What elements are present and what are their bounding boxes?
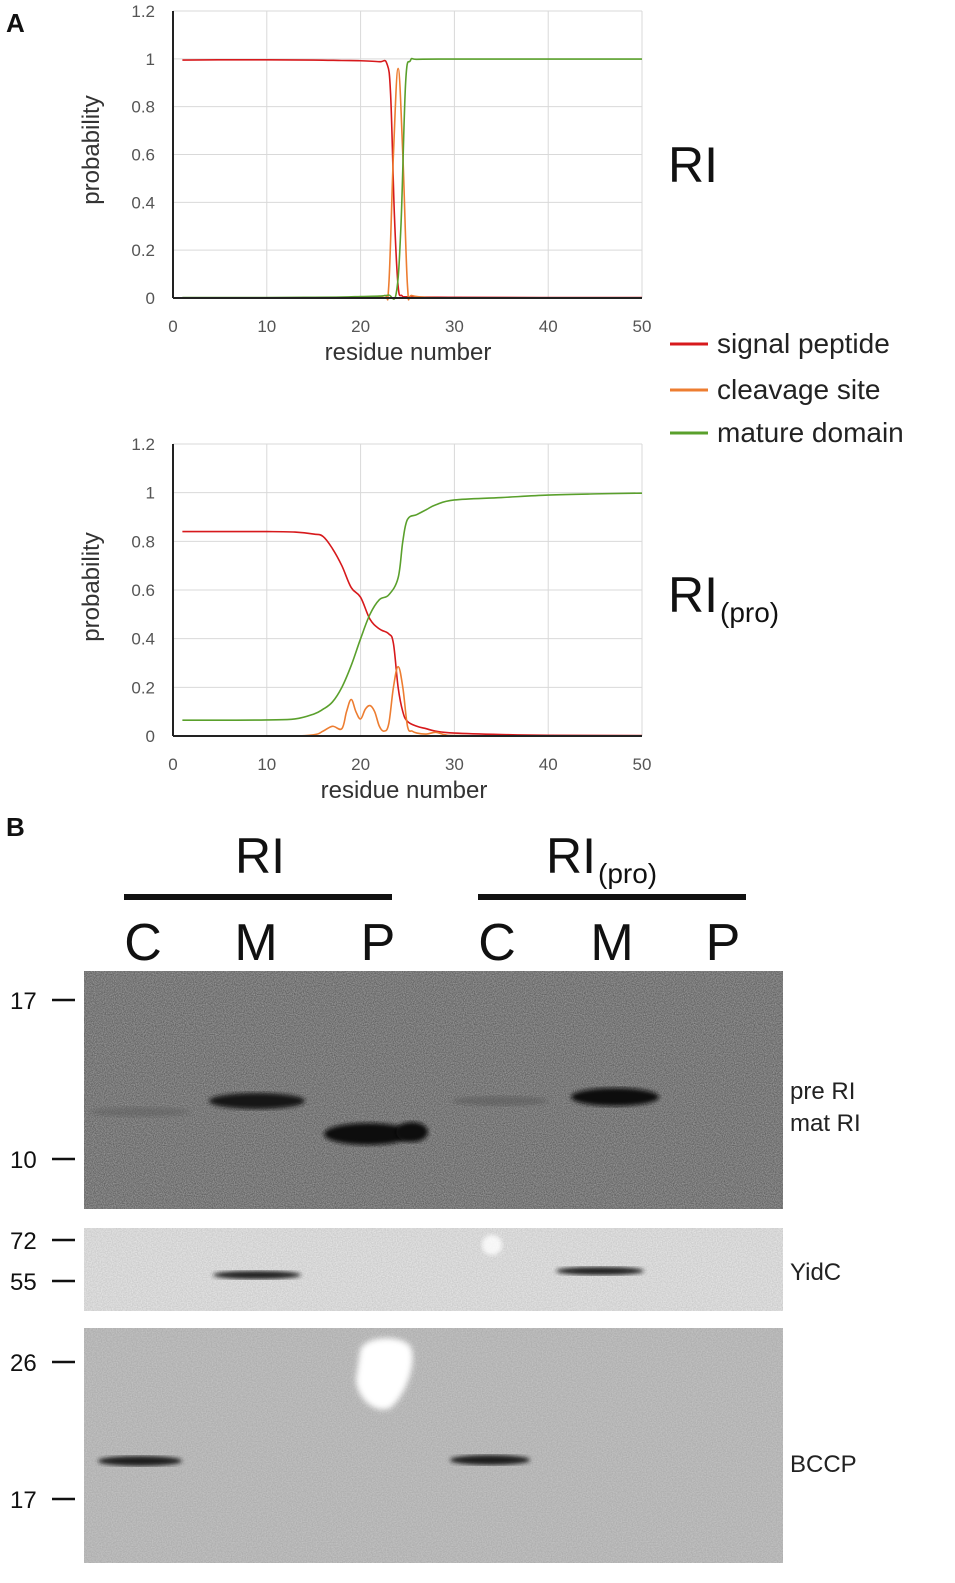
chart-ri-pro-y-tick-6: 1.2 xyxy=(131,435,155,454)
blot-panel-yidc-grain xyxy=(84,1228,783,1311)
chart-ri-side-main: RI xyxy=(668,137,718,193)
chart-ri-pro-x-title: residue number xyxy=(321,777,488,804)
chart-ri-side-label: RI xyxy=(668,137,718,193)
chart-ri-pro: 0 0.2 0.4 0.6 0.8 1 1.2 0 10 20 30 40 50 residue nu… xyxy=(78,435,779,804)
chart-ri-y-tick-2: 0.4 xyxy=(131,193,155,212)
chart-ri-y-title: probability xyxy=(78,95,105,204)
blot-group-ri-main: RI xyxy=(235,828,285,884)
lane-label-1: C xyxy=(124,914,162,972)
chart-ri-series xyxy=(182,57,643,301)
lane-label-5: M xyxy=(590,914,633,972)
band-ri-pro-c-faint xyxy=(452,1096,548,1106)
band-ri-m-pre xyxy=(209,1093,305,1109)
blot-panel-ri-grain xyxy=(84,971,783,1209)
blot-panel-ri: 17 10 pre RI mat RI xyxy=(10,971,861,1209)
chart-ri-y-tick-4: 0.8 xyxy=(131,98,155,117)
chart-ri-pro-x-tick-3: 30 xyxy=(445,755,464,774)
band-ri-c-faint xyxy=(90,1107,190,1117)
chart-ri-series-signal-peptide xyxy=(182,58,643,299)
chart-ri-series-mature-domain xyxy=(182,57,642,300)
chart-ri-x-tick-0: 0 xyxy=(168,317,177,336)
band-label-bccp: BCCP xyxy=(790,1451,857,1478)
blot-header: RI RI(pro) C M P C M P xyxy=(124,828,746,972)
marker-label-72: 72 xyxy=(10,1228,37,1255)
chart-ri-series-cleavage-site xyxy=(182,67,642,301)
chart-ri-x-tick-5: 50 xyxy=(633,317,652,336)
chart-ri-y-tick-5: 1 xyxy=(146,50,155,69)
chart-ri-x-tick-4: 40 xyxy=(539,317,558,336)
band-label-mat-ri: mat RI xyxy=(790,1110,861,1137)
chart-ri-pro-series-mature-domain xyxy=(182,492,643,722)
chart-ri-pro-y-tick-0: 0 xyxy=(146,727,155,746)
legend: signal peptide cleavage site mature doma… xyxy=(670,328,904,448)
marker-label-55: 55 xyxy=(10,1269,37,1296)
band-bccp-ri-c xyxy=(98,1456,182,1466)
chart-ri-pro-side-sub: (pro) xyxy=(720,597,779,628)
chart-ri-y-ticks: 0 0.2 0.4 0.6 0.8 1 1.2 xyxy=(131,2,155,308)
chart-ri-pro-x-tick-4: 40 xyxy=(539,755,558,774)
chart-ri-y-tick-3: 0.6 xyxy=(131,146,155,165)
blot-panel-bccp-grain xyxy=(84,1328,783,1563)
chart-ri-y-tick-1: 0.2 xyxy=(131,241,155,260)
chart-ri-pro-x-ticks: 0 10 20 30 40 50 xyxy=(168,755,651,774)
chart-ri-pro-x-tick-1: 10 xyxy=(257,755,276,774)
chart-ri: 0 0.2 0.4 0.6 0.8 1 1.2 0 10 20 30 40 50 residue nu… xyxy=(78,2,718,366)
blot-panel-bccp: 26 17 BCCP xyxy=(10,1328,857,1563)
blot-bccp-artifact xyxy=(356,1338,413,1410)
lane-label-3: P xyxy=(361,914,396,972)
panel-letter-b: B xyxy=(6,812,25,842)
blot-group-ri-pro: RI(pro) xyxy=(546,828,657,889)
chart-ri-pro-side-main: RI xyxy=(668,567,718,623)
chart-ri-pro-y-tick-2: 0.4 xyxy=(131,630,155,649)
marker-label-26: 26 xyxy=(10,1350,37,1377)
lane-label-4: C xyxy=(478,914,516,972)
blot-group-ri-pro-sub: (pro) xyxy=(598,858,657,889)
chart-ri-pro-y-tick-1: 0.2 xyxy=(131,678,155,697)
chart-ri-y-tick-0: 0 xyxy=(146,289,155,308)
chart-ri-pro-x-tick-0: 0 xyxy=(168,755,177,774)
chart-ri-x-tick-1: 10 xyxy=(257,317,276,336)
chart-ri-pro-series xyxy=(182,492,643,737)
chart-ri-pro-y-ticks: 0 0.2 0.4 0.6 0.8 1 1.2 xyxy=(131,435,155,746)
legend-label-mature-domain: mature domain xyxy=(717,417,904,448)
marker-label-10: 10 xyxy=(10,1147,37,1174)
chart-ri-pro-x-tick-5: 50 xyxy=(633,755,652,774)
chart-ri-pro-x-tick-2: 20 xyxy=(351,755,370,774)
chart-ri-pro-series-signal-peptide xyxy=(182,530,643,737)
blot-group-ri-pro-main: RI xyxy=(546,828,596,884)
band-ri-pro-m-pre xyxy=(571,1088,659,1106)
chart-ri-pro-y-tick-5: 1 xyxy=(146,484,155,503)
marker-label-17: 17 xyxy=(10,988,37,1015)
legend-label-cleavage-site: cleavage site xyxy=(717,374,880,405)
band-yidc-ri-m xyxy=(213,1271,301,1279)
chart-ri-pro-y-title: probability xyxy=(78,532,105,641)
chart-ri-pro-y-tick-3: 0.6 xyxy=(131,581,155,600)
panel-letter-a: A xyxy=(6,8,25,38)
blot-yidc-artifact xyxy=(482,1235,502,1255)
chart-ri-x-ticks: 0 10 20 30 40 50 xyxy=(168,317,651,336)
band-bccp-ri-pro-c xyxy=(450,1455,530,1465)
marker-label-17b: 17 xyxy=(10,1487,37,1514)
chart-ri-pro-grid xyxy=(173,443,643,736)
legend-label-signal-peptide: signal peptide xyxy=(717,328,890,359)
chart-ri-grid xyxy=(173,10,643,298)
band-yidc-ri-pro-m xyxy=(556,1267,644,1275)
band-ri-p-mature-edge xyxy=(396,1122,428,1142)
chart-ri-x-tick-2: 20 xyxy=(351,317,370,336)
chart-ri-pro-side-label: RI(pro) xyxy=(668,567,779,628)
chart-ri-y-tick-6: 1.2 xyxy=(131,2,155,21)
band-ri-p-mature xyxy=(324,1123,412,1145)
blot-panel-yidc: 72 55 YidC xyxy=(10,1228,841,1311)
band-label-pre-ri: pre RI xyxy=(790,1078,855,1105)
band-label-yidc: YidC xyxy=(790,1259,841,1286)
chart-ri-x-title: residue number xyxy=(325,339,492,366)
chart-ri-x-tick-3: 30 xyxy=(445,317,464,336)
chart-ri-pro-y-tick-4: 0.8 xyxy=(131,532,155,551)
chart-ri-pro-series-cleavage-site xyxy=(182,665,643,737)
lane-label-6: P xyxy=(706,914,741,972)
blot-group-ri: RI xyxy=(235,828,285,884)
lane-label-2: M xyxy=(234,914,277,972)
